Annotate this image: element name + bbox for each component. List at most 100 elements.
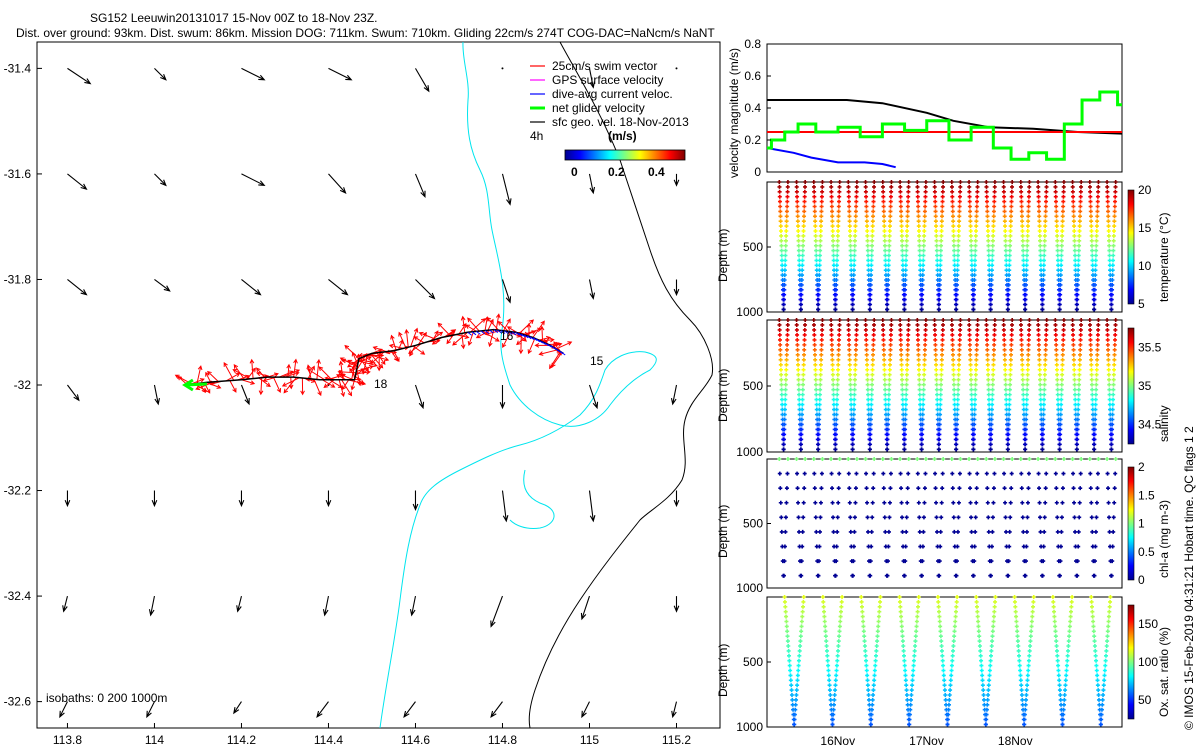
profile-marker [1057,678,1062,683]
profile-marker [1036,457,1041,461]
profile-marker [938,529,943,534]
profile-marker [816,297,821,302]
profile-marker [816,307,821,312]
profile-marker [795,332,800,337]
profile-marker [852,392,857,397]
swim-vector [370,353,384,369]
profile-marker [1089,224,1094,229]
profile-marker [954,447,959,452]
profile-marker [880,457,885,461]
profile-marker [1078,214,1083,219]
surface-vector [580,595,591,621]
profile-marker [801,377,806,382]
profile-marker [803,318,808,322]
profile-marker [941,184,946,189]
profile-marker [1055,233,1060,238]
profile-marker [802,214,807,219]
profile-marker [814,248,819,253]
profile-marker [933,219,938,224]
section-ylabel: Depth (m) [716,505,730,558]
profile-marker [1006,427,1011,432]
profile-marker [903,278,908,282]
profile-marker [1091,619,1096,624]
swim-vector [258,377,264,396]
profile-marker [1112,362,1117,367]
profile-marker [919,307,924,312]
swim-vector [551,342,563,347]
profile-marker [992,322,997,327]
profile-marker [1088,337,1093,342]
profile-marker [784,367,789,372]
profile-marker [1111,253,1116,258]
swim-vector [437,322,451,337]
profile-marker [785,342,790,347]
profile-marker [1105,194,1110,199]
profile-marker [1003,248,1008,253]
profile-marker [1009,189,1014,194]
profile-marker [972,417,977,422]
profile-marker [984,471,989,476]
profile-marker [832,693,837,697]
profile-marker [1044,457,1049,461]
profile-marker [900,392,905,397]
profile-marker [1051,599,1056,604]
profile-marker [800,392,805,397]
profile-marker [871,486,876,491]
profile-marker [934,377,939,382]
profile-marker [886,392,891,397]
profile-marker [987,678,992,683]
profile-marker [833,678,838,683]
profile-marker [868,432,873,437]
profile-marker [1044,318,1049,322]
profile-marker [1066,648,1071,653]
profile-marker [836,229,841,233]
profile-marker [866,697,871,702]
profile-marker [1067,629,1072,634]
profile-marker [938,634,943,639]
profile-marker [899,486,904,491]
profile-marker [969,392,974,397]
profile-marker [939,644,944,648]
section-colorbar-tick: 100 [1138,655,1158,669]
profile-marker [986,377,991,382]
profile-marker [1089,357,1094,362]
profile-marker [1038,377,1043,382]
profile-marker [829,342,834,347]
swim-vector [538,349,558,356]
profile-marker [1092,287,1097,292]
profile-marker [985,357,990,362]
profile-marker [923,471,928,476]
profile-marker [1053,634,1058,639]
profile-marker [1096,189,1101,194]
dive-avg-current-vector [471,331,477,336]
profile-marker [948,688,953,693]
profile-marker [846,189,851,194]
profile-marker [1112,219,1117,224]
profile-marker [1087,184,1092,189]
profile-marker [1040,297,1045,302]
map-y-tick-label: -32.6 [4,695,32,709]
surface-vector [325,490,332,508]
profile-marker [904,683,909,688]
profile-marker [1026,347,1031,352]
profile-marker [783,515,788,520]
profile-marker [986,688,991,693]
profile-marker [1110,273,1115,278]
dive-avg-current-vector [523,334,529,339]
profile-marker [1007,392,1012,397]
profile-marker [922,367,927,372]
profile-marker [905,352,910,357]
profile-marker [974,362,979,367]
profile-marker [887,515,892,520]
profile-marker [937,619,942,624]
profile-marker [833,307,838,312]
profile-marker [1095,683,1100,688]
profile-marker [1042,382,1047,387]
profile-marker [881,486,886,491]
surface-vector [241,279,262,296]
profile-marker [816,447,821,452]
profile-marker [973,392,978,397]
profile-marker [795,673,800,678]
profile-marker [972,268,977,273]
profile-marker [950,327,955,332]
